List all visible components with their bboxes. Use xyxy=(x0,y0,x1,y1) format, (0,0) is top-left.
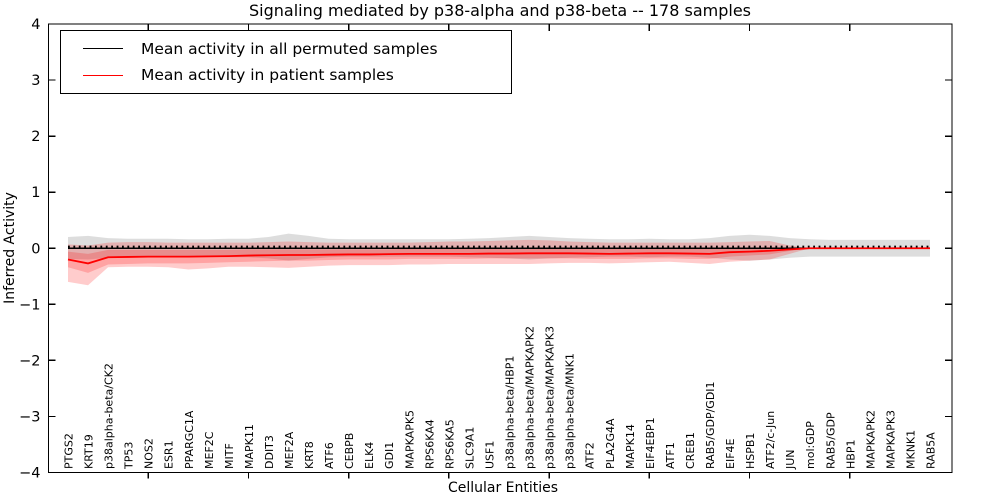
x-tick-label-USF1: USF1 xyxy=(483,441,496,469)
x-tick-label-RPS6KA5: RPS6KA5 xyxy=(443,419,456,469)
x-tick-label-p38alpha-beta/HBP1: p38alpha-beta/HBP1 xyxy=(504,356,517,469)
x-tick-label-EIF4EBP1: EIF4EBP1 xyxy=(644,417,657,469)
x-tick-label-ATF2/c-Jun: ATF2/c-Jun xyxy=(764,411,777,469)
patient-samples-outer-range-band xyxy=(68,239,930,286)
x-tick-label-KRT8: KRT8 xyxy=(303,441,316,469)
legend-box: Mean activity in all permuted samples Me… xyxy=(60,30,512,94)
x-tick-label-JUN: JUN xyxy=(784,449,797,470)
x-tick-label-RAB5A: RAB5A xyxy=(925,432,938,469)
y-tick-label: −3 xyxy=(19,409,40,425)
x-tick-label-MEF2C: MEF2C xyxy=(203,431,216,469)
y-tick-label: 4 xyxy=(31,17,40,33)
x-tick-label-KRT19: KRT19 xyxy=(83,434,96,469)
legend-item-permuted: Mean activity in all permuted samples xyxy=(61,40,511,58)
patient-line-sample xyxy=(83,74,123,76)
x-tick-label-ATF6: ATF6 xyxy=(323,442,336,469)
legend-label-permuted: Mean activity in all permuted samples xyxy=(141,39,438,58)
patient-mean-line xyxy=(67,247,930,265)
x-tick-label-MAPK14: MAPK14 xyxy=(624,424,637,469)
x-tick-label-ELK4: ELK4 xyxy=(363,442,376,469)
x-tick-label-MAPKAPK3: MAPKAPK3 xyxy=(884,410,897,469)
x-tick-label-mol:GDP: mol:GDP xyxy=(804,421,817,469)
x-tick-label-p38alpha-beta/MAPKAPK3: p38alpha-beta/MAPKAPK3 xyxy=(544,326,557,469)
x-tick-label-GDI1: GDI1 xyxy=(383,442,396,469)
x-tick-label-ATF1: ATF1 xyxy=(664,442,677,469)
y-tick-label: 3 xyxy=(31,73,40,89)
x-tick-label-MAPKAPK2: MAPKAPK2 xyxy=(864,410,877,469)
x-tick-label-TP53: TP53 xyxy=(123,442,136,470)
x-tick-label-DDIT3: DDIT3 xyxy=(263,435,276,469)
x-tick-label-RPS6KA4: RPS6KA4 xyxy=(423,419,436,469)
y-tick-label: 1 xyxy=(31,185,40,201)
x-tick-label-CREB1: CREB1 xyxy=(684,432,697,469)
x-tick-label-MKNK1: MKNK1 xyxy=(904,430,917,469)
x-tick-label-HBP1: HBP1 xyxy=(844,440,857,469)
x-tick-label-CEBPB: CEBPB xyxy=(343,433,356,469)
x-tick-label-ESR1: ESR1 xyxy=(163,440,176,469)
x-tick-label-p38alpha-beta/CK2: p38alpha-beta/CK2 xyxy=(103,363,116,469)
y-tick-label: 2 xyxy=(31,129,40,145)
x-tick-label-NOS2: NOS2 xyxy=(143,438,156,469)
x-tick-label-RAB5/GDP/GDI1: RAB5/GDP/GDI1 xyxy=(704,381,717,469)
x-tick-label-MAPKAPK5: MAPKAPK5 xyxy=(403,410,416,469)
legend-item-patient: Mean activity in patient samples xyxy=(61,66,511,84)
x-tick-label-EIF4E: EIF4E xyxy=(724,438,737,469)
x-axis-label: Cellular Entities xyxy=(448,480,558,496)
y-tick-label: −1 xyxy=(19,297,40,313)
x-tick-label-p38alpha-beta/MAPKAPK2: p38alpha-beta/MAPKAPK2 xyxy=(524,326,537,469)
x-tick-label-MITF: MITF xyxy=(223,443,236,469)
y-tick-label: −2 xyxy=(19,353,40,369)
y-tick-label: 0 xyxy=(31,241,40,257)
legend-label-patient: Mean activity in patient samples xyxy=(141,66,394,85)
x-tick-label-HSPB1: HSPB1 xyxy=(744,433,757,469)
x-tick-label-MEF2A: MEF2A xyxy=(283,431,296,469)
y-axis-label: Inferred Activity xyxy=(2,192,18,304)
x-tick-label-RAB5/GDP: RAB5/GDP xyxy=(824,412,837,469)
chart-title: Signaling mediated by p38-alpha and p38-… xyxy=(249,1,751,20)
permuted-line-sample xyxy=(83,48,123,50)
x-tick-label-ATF2: ATF2 xyxy=(584,442,597,469)
x-tick-label-PTGS2: PTGS2 xyxy=(63,433,76,469)
x-tick-label-PPARGC1A: PPARGC1A xyxy=(183,410,196,469)
y-tick-label: −4 xyxy=(19,466,40,482)
x-tick-label-MAPK11: MAPK11 xyxy=(243,424,256,469)
x-tick-label-PLA2G4A: PLA2G4A xyxy=(604,418,617,469)
x-tick-label-SLC9A1: SLC9A1 xyxy=(463,427,476,469)
x-tick-label-p38alpha-beta/MNK1: p38alpha-beta/MNK1 xyxy=(564,353,577,469)
